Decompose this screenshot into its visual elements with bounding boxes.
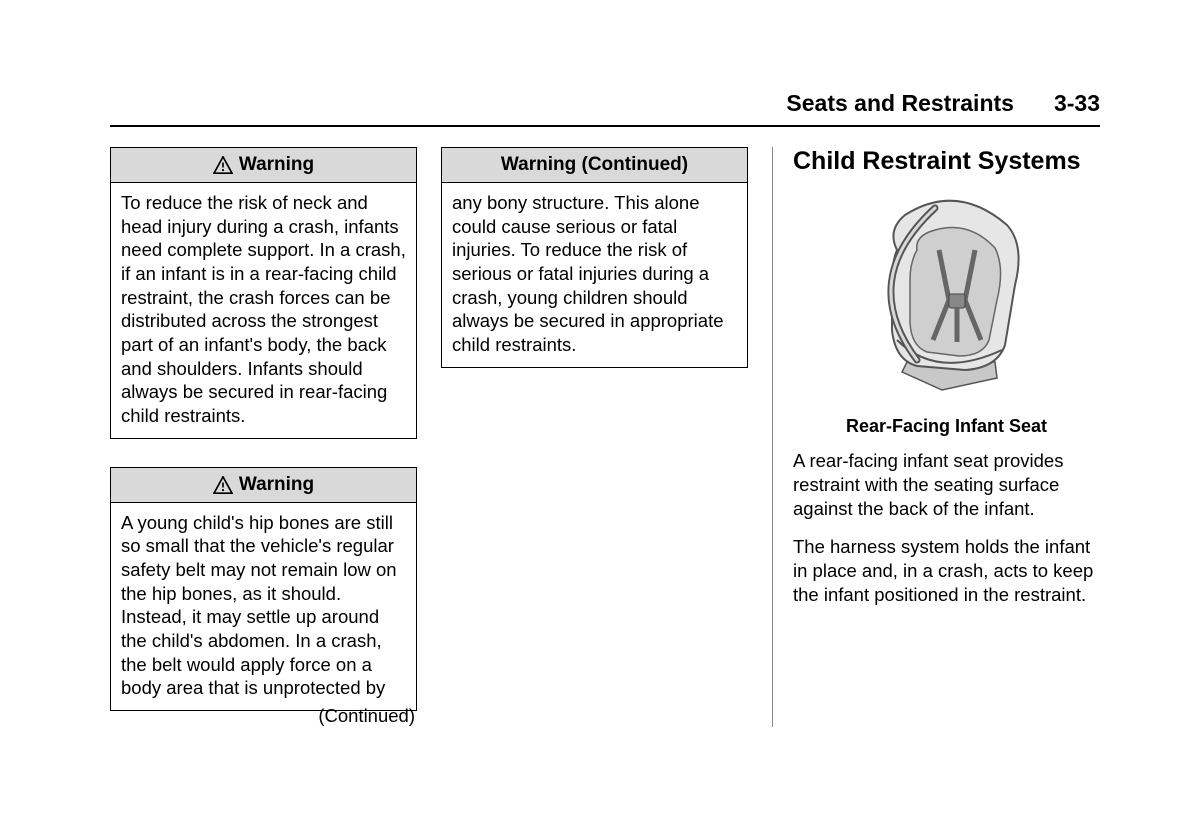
column-2: Warning (Continued) any bony structure. … <box>441 147 748 727</box>
warning-box-3: Warning (Continued) any bony structure. … <box>441 147 748 368</box>
warning-title-2: Warning <box>239 474 314 496</box>
warning-body-3: any bony structure. This alone could cau… <box>442 183 747 367</box>
warning-box-1: Warning To reduce the risk of neck and h… <box>110 147 417 439</box>
paragraph-2: The harness system holds the infant in p… <box>793 535 1100 607</box>
subsection-heading: Child Restraint Systems <box>793 147 1100 176</box>
infant-seat-figure <box>793 190 1100 400</box>
warning-header-2: Warning <box>111 468 416 503</box>
column-1: Warning To reduce the risk of neck and h… <box>110 147 417 727</box>
warning-header-1: Warning <box>111 148 416 183</box>
warning-title-3: Warning (Continued) <box>501 154 688 176</box>
figure-caption: Rear-Facing Infant Seat <box>793 416 1100 437</box>
continued-label: (Continued) <box>110 705 417 727</box>
warning-body-1: To reduce the risk of neck and head inju… <box>111 183 416 438</box>
page-number: 3-33 <box>1054 90 1100 117</box>
warning-title-1: Warning <box>239 154 314 176</box>
warning-triangle-icon <box>213 156 233 174</box>
warning-body-2: A young child's hip bones are still so s… <box>111 503 416 710</box>
section-title: Seats and Restraints <box>786 90 1014 117</box>
content-columns: Warning To reduce the risk of neck and h… <box>110 147 1100 727</box>
infant-seat-icon <box>847 190 1047 400</box>
warning-header-3: Warning (Continued) <box>442 148 747 183</box>
page-header: Seats and Restraints 3-33 <box>110 90 1100 127</box>
warning-box-2: Warning A young child's hip bones are st… <box>110 467 417 711</box>
paragraph-1: A rear-facing infant seat provides restr… <box>793 449 1100 521</box>
warning-triangle-icon <box>213 476 233 494</box>
column-3: Child Restraint Systems <box>772 147 1100 727</box>
